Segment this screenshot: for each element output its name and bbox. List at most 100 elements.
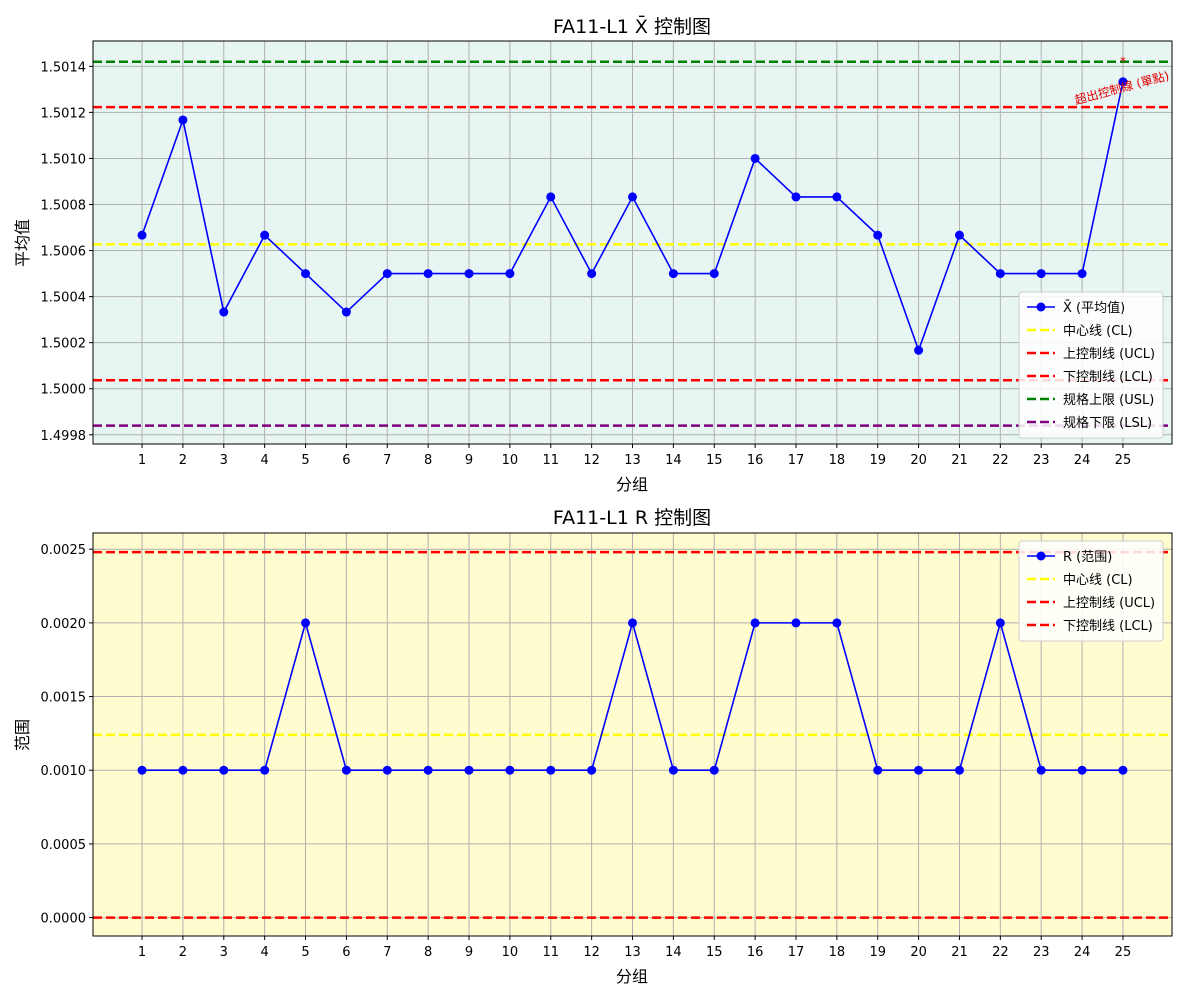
xbar-y-tick-label: 1.5010 (41, 152, 87, 167)
range-data-point (260, 765, 270, 775)
xbar-chart: 超出控制線 (單點)* 1 2 3 4 5 6 7 8 9 10 11 12 13 14 15 16 17 18 1… (13, 14, 1173, 494)
xbar-x-tick-label: 9 (465, 453, 473, 468)
xbar-legend-box (1018, 291, 1164, 439)
xbar-legend-label: 规格下限 (LSL) (1063, 415, 1152, 431)
xbar-x-tick-label: 18 (829, 453, 846, 468)
range-data-point (873, 765, 883, 775)
range-limit-lines (93, 550, 1172, 919)
xbar-x-tick-label: 16 (747, 453, 764, 468)
range-data-point (709, 765, 719, 775)
xbar-data-point (301, 269, 311, 279)
xbar-y-ticks: 1.4998 1.5000 1.5002 1.5004 1.5006 1.5008 1.50… (41, 60, 93, 444)
range-y-tick-label: 0.0010 (41, 764, 87, 779)
range-legend: R (范围) 中心线 (CL) 上控制线 (UCL) 下控制线 (LCL) (1018, 540, 1164, 642)
xbar-data-point (832, 192, 842, 202)
range-x-tick-label: 19 (869, 945, 886, 960)
range-data-point (1036, 765, 1046, 775)
xbar-data-point (464, 269, 474, 279)
xbar-x-tick-label: 19 (869, 453, 886, 468)
range-x-tick-label: 18 (829, 945, 846, 960)
range-x-tick-label: 12 (583, 945, 600, 960)
xbar-x-axis-label: 分组 (616, 475, 648, 494)
range-data-point (546, 765, 556, 775)
range-data-point (832, 618, 842, 628)
range-data-point (587, 765, 597, 775)
range-x-tick-label: 8 (424, 945, 432, 960)
xbar-data-point (995, 269, 1005, 279)
xbar-x-tick-label: 25 (1115, 453, 1132, 468)
xbar-limit-lines (93, 60, 1172, 427)
range-data-point (464, 765, 474, 775)
xbar-data-point (791, 192, 801, 202)
range-series (137, 618, 1128, 775)
xbar-chart-title: FA11-L1 X̄ 控制图 (553, 14, 711, 38)
xbar-x-tick-label: 13 (624, 453, 641, 468)
xbar-data-point (341, 307, 351, 317)
xbar-data-point (546, 192, 556, 202)
xbar-x-tick-label: 3 (220, 453, 228, 468)
range-chart-title: FA11-L1 R 控制图 (553, 507, 711, 529)
xbar-data-point (628, 192, 637, 202)
xbar-x-tick-label: 20 (910, 453, 927, 468)
xbar-x-tick-label: 7 (383, 453, 391, 468)
xbar-data-point (1118, 77, 1128, 87)
xbar-legend-label: 规格上限 (USL) (1063, 392, 1154, 408)
xbar-x-tick-label: 6 (342, 453, 350, 468)
range-legend-label: 中心线 (CL) (1063, 573, 1133, 588)
range-x-tick-label: 10 (502, 945, 519, 960)
xbar-data-point (382, 269, 392, 279)
range-x-tick-label: 20 (910, 945, 927, 960)
xbar-legend-label: 下控制线 (LCL) (1063, 370, 1153, 385)
range-data-point (628, 618, 637, 628)
range-x-tick-label: 22 (992, 945, 1009, 960)
range-data-point (178, 765, 188, 775)
xbar-x-tick-label: 8 (424, 453, 432, 468)
range-data-point (219, 765, 229, 775)
range-x-tick-label: 1 (138, 945, 146, 960)
range-grid (93, 533, 1172, 936)
range-legend-marker (1036, 551, 1046, 561)
range-x-tick-label: 4 (261, 945, 269, 960)
range-data-point (750, 618, 760, 628)
xbar-legend-label: 上控制线 (UCL) (1063, 347, 1155, 362)
range-x-tick-label: 16 (747, 945, 764, 960)
range-x-tick-label: 6 (342, 945, 350, 960)
range-x-tick-label: 7 (383, 945, 391, 960)
xbar-x-tick-label: 12 (583, 453, 600, 468)
xbar-data-point (668, 269, 678, 279)
xbar-x-ticks: 1 2 3 4 5 6 7 8 9 10 11 12 13 14 15 16 17 18 19 20 21 22 23 24 2… (138, 444, 1131, 468)
range-x-tick-label: 9 (465, 945, 473, 960)
xbar-series (137, 77, 1128, 355)
range-x-tick-label: 15 (706, 945, 723, 960)
range-x-tick-label: 17 (788, 945, 805, 960)
xbar-y-tick-label: 1.5004 (41, 291, 87, 306)
xbar-y-axis-label: 平均值 (13, 219, 32, 267)
range-data-point (1118, 765, 1128, 775)
range-y-ticks: 0.0000 0.0005 0.0010 0.0015 0.0020 0.0025 (41, 543, 93, 927)
range-x-tick-label: 23 (1033, 945, 1050, 960)
xbar-y-tick-label: 1.4998 (41, 429, 87, 444)
range-data-point (423, 765, 433, 775)
range-x-tick-label: 21 (951, 945, 968, 960)
range-data-point (914, 765, 924, 775)
range-x-tick-label: 5 (301, 945, 309, 960)
xbar-x-tick-label: 22 (992, 453, 1009, 468)
xbar-y-tick-label: 1.5000 (41, 383, 87, 398)
xbar-out-of-control-marker: * (1120, 54, 1126, 68)
xbar-x-tick-label: 4 (261, 453, 269, 468)
range-x-tick-label: 25 (1115, 945, 1132, 960)
xbar-legend-label: 中心线 (CL) (1063, 324, 1133, 339)
xbar-x-tick-label: 17 (788, 453, 805, 468)
xbar-data-point (219, 307, 229, 317)
xbar-data-point (1036, 269, 1046, 279)
range-data-point (382, 765, 392, 775)
range-legend-label: R (范围) (1063, 550, 1112, 565)
range-legend-box (1018, 540, 1164, 642)
range-data-point (301, 618, 311, 628)
xbar-y-tick-label: 1.5002 (41, 337, 87, 352)
xbar-x-tick-label: 24 (1074, 453, 1091, 468)
range-legend-label: 上控制线 (UCL) (1063, 596, 1155, 611)
xbar-x-tick-label: 11 (542, 453, 559, 468)
xbar-x-tick-label: 5 (301, 453, 309, 468)
